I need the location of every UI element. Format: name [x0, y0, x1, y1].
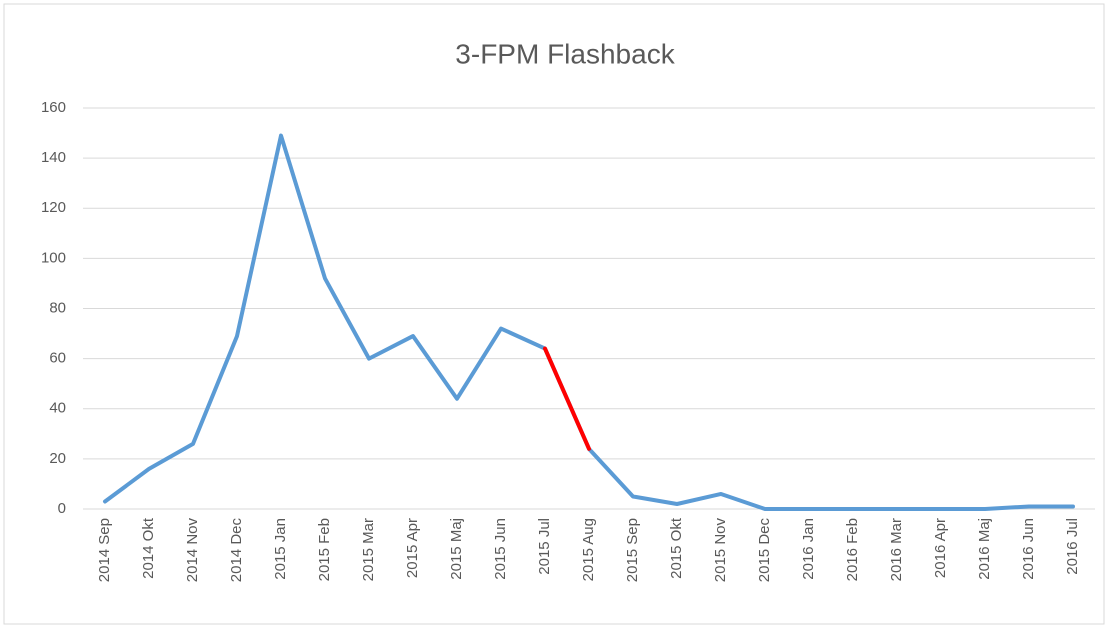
x-tick-label: 2016 Maj	[976, 518, 993, 580]
x-tick-label: 2015 Jul	[536, 518, 553, 575]
y-tick-label: 60	[49, 350, 66, 367]
x-tick-label: 2014 Okt	[140, 517, 157, 579]
y-tick-label: 160	[41, 99, 66, 116]
x-tick-label: 2015 Apr	[404, 518, 421, 578]
x-tick-label: 2015 Sep	[624, 518, 641, 582]
y-tick-label: 40	[49, 400, 66, 417]
x-tick-label: 2015 Jan	[272, 518, 289, 580]
x-tick-label: 2014 Nov	[184, 518, 201, 583]
chart-title: 3-FPM Flashback	[455, 38, 675, 69]
x-tick-label: 2016 Jan	[800, 518, 817, 580]
chart-frame	[3, 3, 1105, 625]
y-tick-label: 120	[41, 199, 66, 216]
x-tick-label: 2014 Dec	[228, 518, 245, 583]
x-tick-label: 2015 Dec	[756, 518, 773, 583]
y-tick-label: 140	[41, 149, 66, 166]
x-tick-label: 2015 Mar	[360, 518, 377, 581]
y-tick-label: 80	[49, 299, 66, 316]
y-tick-label: 0	[58, 500, 66, 517]
x-tick-label: 2014 Sep	[96, 518, 113, 582]
x-tick-label: 2016 Mar	[888, 518, 905, 581]
x-tick-label: 2016 Feb	[844, 518, 861, 581]
x-tick-label: 2015 Feb	[316, 518, 333, 581]
x-tick-label: 2015 Nov	[712, 518, 729, 583]
y-tick-label: 100	[41, 249, 66, 266]
x-tick-label: 2016 Apr	[932, 518, 949, 578]
y-tick-label: 20	[49, 450, 66, 467]
x-tick-label: 2015 Maj	[448, 518, 465, 580]
x-tick-label: 2015 Okt	[668, 517, 685, 579]
x-tick-label: 2016 Jul	[1064, 518, 1081, 575]
x-tick-label: 2015 Jun	[492, 518, 509, 580]
line-series	[543, 346, 591, 451]
x-tick-label: 2015 Aug	[580, 518, 597, 581]
x-tick-label: 2016 Jun	[1020, 518, 1037, 580]
